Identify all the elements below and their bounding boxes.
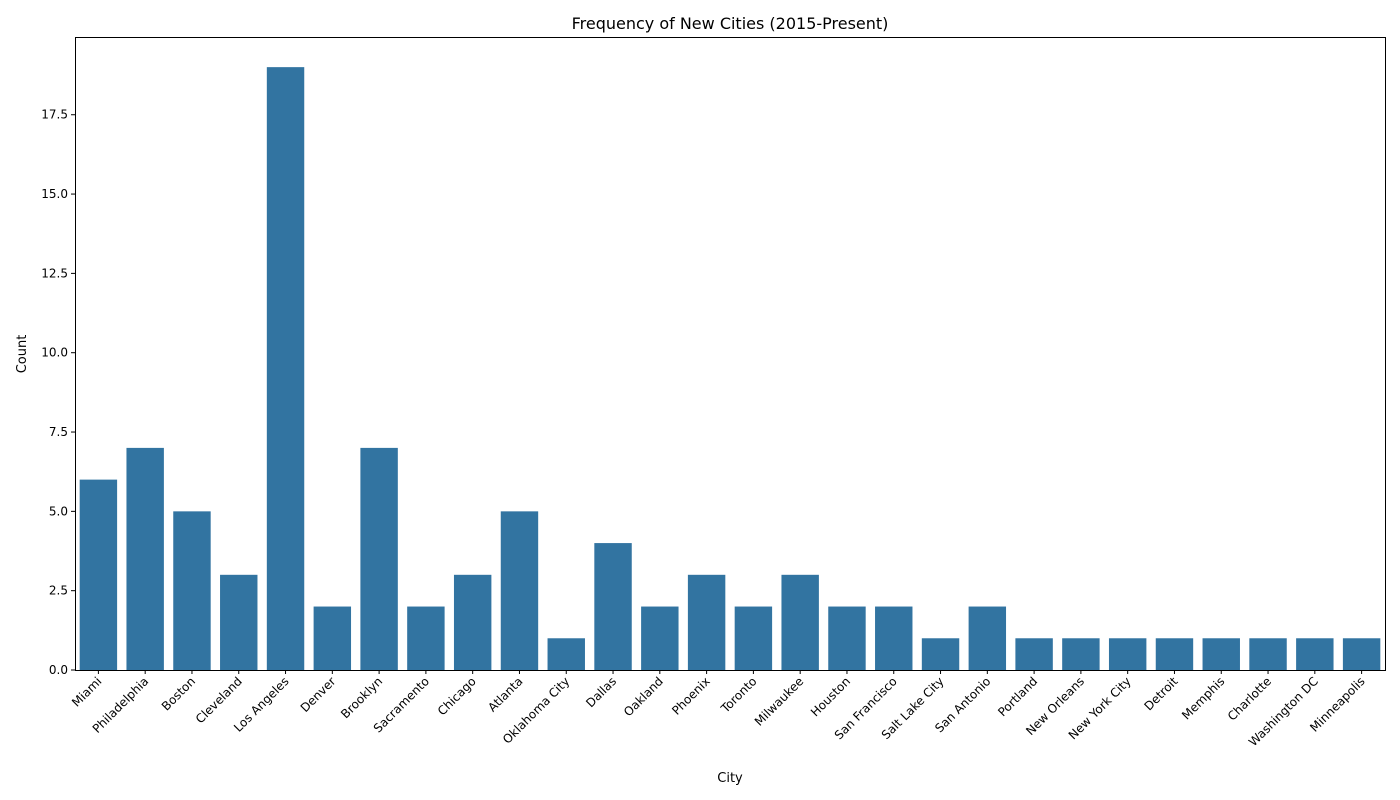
y-tick-label: 17.5 bbox=[41, 108, 68, 122]
x-tick-label: Milwaukee bbox=[752, 674, 807, 729]
bar-cleveland bbox=[220, 574, 258, 670]
bar-memphis bbox=[1202, 638, 1240, 670]
bar-atlanta bbox=[500, 511, 539, 670]
bar-san-francisco bbox=[875, 606, 913, 670]
x-tick-label: Denver bbox=[298, 674, 339, 715]
bar-san-antonio bbox=[968, 606, 1007, 670]
bar-portland bbox=[1015, 638, 1053, 670]
bar-miami bbox=[79, 479, 118, 670]
x-tick-label: Memphis bbox=[1179, 674, 1227, 722]
bar-phoenix bbox=[687, 574, 726, 670]
plot-frame bbox=[75, 37, 1386, 671]
bars-group bbox=[79, 67, 1381, 670]
x-tick-label: Chicago bbox=[435, 674, 479, 718]
bar-dallas bbox=[594, 543, 632, 670]
bar-minneapolis bbox=[1342, 638, 1381, 670]
x-tick-label: Atlanta bbox=[485, 674, 525, 714]
bar-oakland bbox=[641, 606, 679, 670]
x-tick-label: Oakland bbox=[621, 674, 666, 719]
x-tick-label: Houston bbox=[808, 674, 853, 719]
bar-toronto bbox=[734, 606, 773, 670]
y-tick-label: 10.0 bbox=[41, 346, 68, 360]
bar-charlotte bbox=[1249, 638, 1287, 670]
x-tick-label: Detroit bbox=[1141, 674, 1180, 713]
y-tick-label: 0.0 bbox=[49, 663, 68, 677]
y-axis: 0.0 2.5 5.0 7.5 10.0 12.5 15.0 17.5 bbox=[41, 108, 75, 677]
bar-new-orleans bbox=[1062, 638, 1100, 670]
bar-boston bbox=[173, 511, 211, 670]
bar-washington-dc bbox=[1296, 638, 1334, 670]
x-tick-label: Boston bbox=[159, 674, 198, 713]
y-tick-label: 7.5 bbox=[49, 425, 68, 439]
y-tick-label: 5.0 bbox=[49, 504, 68, 518]
y-tick-label: 12.5 bbox=[41, 266, 68, 280]
y-tick-label: 15.0 bbox=[41, 187, 68, 201]
bar-detroit bbox=[1155, 638, 1194, 670]
x-tick-label: Brooklyn bbox=[338, 674, 385, 721]
chart-title: Frequency of New Cities (2015-Present) bbox=[572, 14, 889, 33]
y-axis-title: Count bbox=[15, 335, 30, 374]
bar-denver bbox=[313, 606, 352, 670]
bar-new-york-city bbox=[1108, 638, 1147, 670]
bar-oklahoma-city bbox=[547, 638, 585, 670]
bar-salt-lake-city bbox=[921, 638, 960, 670]
x-tick-label: Charlotte bbox=[1225, 674, 1274, 723]
bar-houston bbox=[828, 606, 866, 670]
y-tick-label: 2.5 bbox=[49, 584, 68, 598]
x-tick-label: Miami bbox=[69, 674, 104, 709]
bar-brooklyn bbox=[360, 447, 398, 670]
bar-los-angeles bbox=[266, 67, 305, 670]
x-tick-label: Phoenix bbox=[669, 674, 713, 718]
x-axis-title: City bbox=[717, 771, 743, 786]
bar-sacramento bbox=[407, 606, 445, 670]
x-tick-label: Portland bbox=[995, 674, 1040, 719]
bar-philadelphia bbox=[126, 447, 164, 670]
bar-milwaukee bbox=[781, 574, 819, 670]
bar-chicago bbox=[453, 574, 492, 670]
x-tick-label: Dallas bbox=[583, 674, 619, 710]
x-tick-label: Toronto bbox=[718, 674, 760, 716]
